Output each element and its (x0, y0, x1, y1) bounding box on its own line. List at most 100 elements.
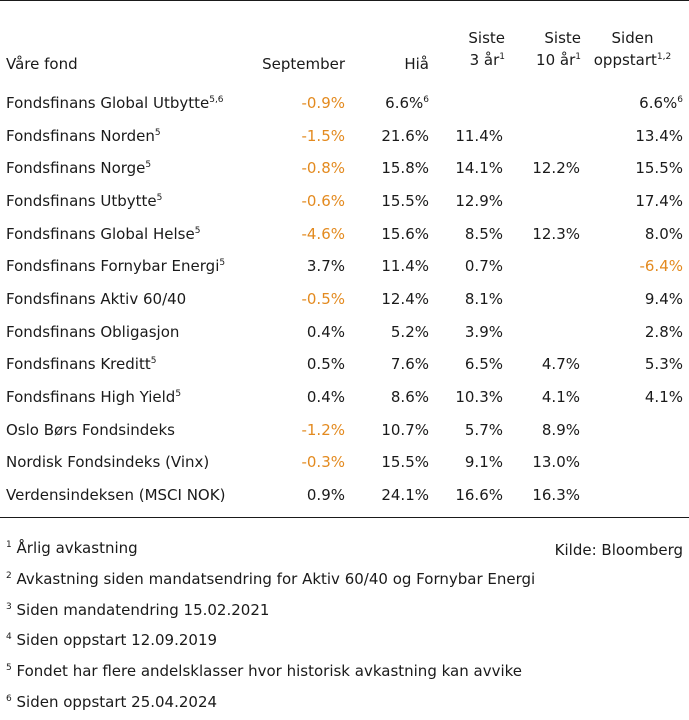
siden-value-text: 2.8% (644, 322, 683, 341)
header-september: September (262, 55, 345, 73)
september-value: 0.4% (306, 387, 345, 406)
siden-value-sup: 6 (677, 95, 683, 105)
hia-value-text: 12.4% (381, 289, 429, 308)
fund-name-text: Nordisk Fondsindeks (Vinx) (6, 453, 210, 472)
header-siden-label: oppstart (593, 51, 657, 69)
siden-value-text: 5.3% (644, 355, 683, 374)
fund-name-sup: 5 (150, 356, 157, 367)
siste-3-value: 16.6% (455, 485, 503, 504)
september-value: -4.6% (301, 224, 345, 243)
siste-3-value: 12.9% (455, 191, 503, 210)
table-row: Fondsfinans Aktiv 60/40 -0.5% 12.4% 8.1% 9.4… (0, 288, 689, 320)
table-row: Fondsfinans Global Utbytte5,6 -0.9% 6.6%6 6… (0, 92, 689, 124)
september-value: -0.6% (301, 191, 345, 210)
siden-value: 4.1% (590, 386, 683, 408)
source-note: Kilde: Bloomberg (554, 541, 683, 559)
fund-name-text: Fondsfinans Aktiv 60/40 (6, 289, 187, 308)
fund-name: Verdensindeksen (MSCI NOK) (6, 484, 225, 506)
header-siste-10: Siste 10 år1 (515, 27, 581, 71)
fund-name-text: Fondsfinans Norden (6, 126, 155, 145)
fund-name-text: Fondsfinans Obligasjon (6, 322, 180, 341)
hia-value: 15.5% (340, 451, 429, 473)
table-row: Verdensindeksen (MSCI NOK) 0.9% 24.1% 16.6%… (0, 484, 689, 516)
footnote: 4 Siden oppstart 12.09.2019 (6, 630, 217, 650)
header-hia: Hiå (404, 55, 429, 73)
siden-value: 6.6%6 (590, 92, 683, 114)
fund-name-text: Fondsfinans Global Utbytte (6, 94, 210, 112)
hia-value-text: 10.7% (381, 420, 429, 439)
siden-value-text: -6.4% (639, 257, 683, 276)
header-siste-3: Siste 3 år1 (440, 27, 505, 71)
header-siste-3-label: 3 år (469, 51, 500, 69)
fund-name-sup: 5 (156, 192, 163, 203)
header-siste-10-sup: 1 (575, 52, 581, 62)
hia-value-text: 7.6% (390, 355, 429, 374)
table-row: Fondsfinans Global Helse5 -4.6% 15.6% 8.5% 1… (0, 223, 689, 255)
siden-value-text: 15.5% (635, 159, 683, 178)
hia-value-text: 21.6% (381, 126, 429, 145)
header-siden: Siden oppstart1,2 (590, 27, 675, 71)
hia-value: 8.6% (340, 386, 429, 408)
hia-value-text: 15.5% (381, 191, 429, 210)
header-siste-10-line1: Siste (544, 29, 581, 47)
footnote-number: 3 (6, 601, 12, 612)
header-siste-3-sup: 1 (499, 52, 505, 62)
siste-10-value: 16.3% (532, 485, 580, 504)
header-siden-line1: Siden (611, 29, 654, 47)
fund-name: Oslo Børs Fondsindeks (6, 419, 175, 441)
siden-value-text: 4.1% (644, 387, 683, 406)
siste-3-value: 3.9% (464, 322, 503, 341)
hia-value-sup: 6 (423, 95, 429, 105)
fund-name-sup: 5,6 (209, 95, 224, 105)
siden-value-text: 8.0% (644, 224, 683, 243)
fund-name-sup: 5 (154, 127, 161, 138)
table-top-rule (0, 0, 689, 1)
hia-value: 15.5% (340, 190, 429, 212)
table-row: Fondsfinans Obligasjon 0.4% 5.2% 3.9% 2.8% (0, 321, 689, 353)
fund-name-text: Fondsfinans Utbytte (6, 191, 157, 210)
fund-name-sup: 5 (145, 160, 152, 171)
fund-name: Nordisk Fondsindeks (Vinx) (6, 451, 209, 473)
siste-10-value: 12.2% (532, 159, 580, 178)
footnote-text: Fondet har flere andelsklasser hvor hist… (16, 662, 522, 681)
hia-value-text: 24.1% (381, 485, 429, 504)
fund-name-sup: 5 (175, 388, 182, 399)
header-siden-line2: oppstart1,2 (590, 49, 675, 71)
hia-value-text: 6.6% (385, 94, 424, 112)
siden-value: 5.3% (590, 353, 683, 375)
hia-value: 24.1% (340, 484, 429, 506)
fund-name-text: Fondsfinans Global Helse (6, 224, 195, 243)
fund-name-text: Oslo Børs Fondsindeks (6, 420, 175, 439)
siden-value: 8.0% (590, 223, 683, 245)
siden-value-text: 6.6% (639, 94, 678, 112)
siste-3-value: 5.7% (464, 420, 503, 439)
hia-value-text: 15.8% (381, 159, 429, 178)
fund-name-text: Fondsfinans High Yield (6, 387, 176, 406)
hia-value: 7.6% (340, 353, 429, 375)
fund-name: Fondsfinans Utbytte5 (6, 190, 162, 212)
fund-name: Fondsfinans Kreditt5 (6, 353, 156, 375)
siden-value-text: 17.4% (635, 191, 683, 210)
hia-value: 15.8% (340, 157, 429, 179)
fund-name-text: Fondsfinans Norge (6, 159, 146, 178)
header-siste-10-label: 10 år (536, 51, 576, 69)
fund-name-text: Verdensindeksen (MSCI NOK) (6, 485, 226, 504)
fund-name-sup: 5 (194, 225, 201, 236)
footnote-text: Årlig avkastning (16, 539, 138, 557)
september-value: -0.8% (301, 159, 345, 178)
footnote: 3 Siden mandatendring 15.02.2021 (6, 600, 269, 620)
siste-3-value: 9.1% (464, 453, 503, 472)
footnote-text: Avkastning siden mandatsendring for Akti… (16, 569, 536, 588)
hia-value: 6.6%6 (340, 92, 429, 114)
september-value: 3.7% (306, 257, 345, 276)
siste-10-value: 13.0% (532, 453, 580, 472)
table-bottom-rule (0, 517, 689, 518)
siste-10-value: 4.1% (541, 387, 580, 406)
table-row: Nordisk Fondsindeks (Vinx) -0.3% 15.5% 9.1%… (0, 451, 689, 483)
table-row: Fondsfinans Norden5 -1.5% 21.6% 11.4% 13.4% (0, 125, 689, 157)
footnote-text: Siden mandatendring 15.02.2021 (16, 600, 270, 619)
siden-value: 17.4% (590, 190, 683, 212)
siden-value: 13.4% (590, 125, 683, 147)
footnote: 1 Årlig avkastning (6, 538, 138, 558)
footnote-text: Siden oppstart 12.09.2019 (16, 631, 218, 650)
